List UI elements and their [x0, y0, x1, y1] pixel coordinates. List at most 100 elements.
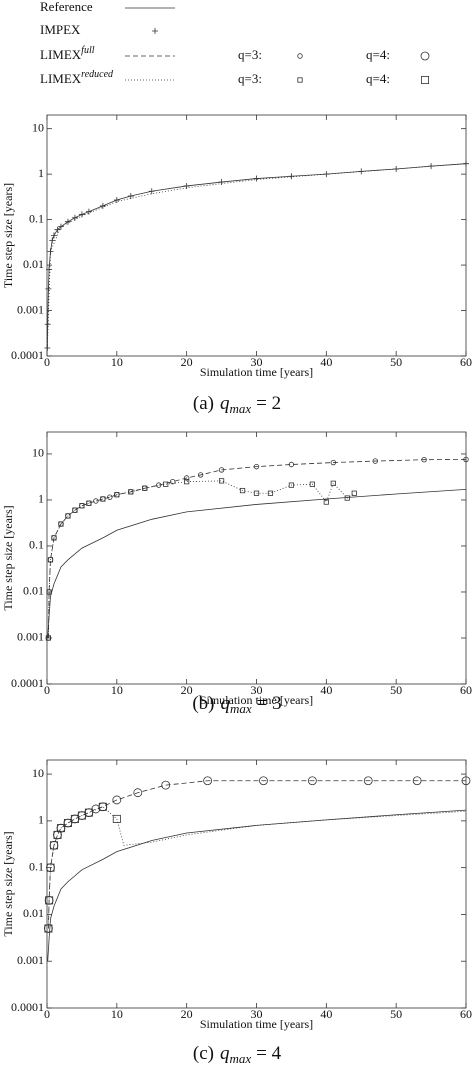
y-tick-label: 1 — [38, 492, 44, 506]
marker-square — [184, 479, 190, 485]
y-tick-label: 0.01 — [23, 906, 44, 920]
marker-square — [58, 521, 64, 527]
caption-subscript: max — [229, 1051, 251, 1066]
marker-square — [46, 589, 52, 595]
marker-circle — [93, 498, 99, 504]
marker-plus — [49, 237, 56, 244]
marker-square — [142, 485, 148, 491]
caption-symbol: q — [220, 1043, 230, 1064]
caption-relation: = 3 — [257, 693, 282, 714]
marker-circle — [112, 795, 122, 805]
x-tick-label: 60 — [460, 683, 472, 697]
marker-square — [45, 635, 51, 641]
marker-circle — [421, 457, 427, 463]
marker-circle — [420, 51, 430, 61]
caption-label: (a) — [193, 393, 214, 414]
x-tick-label: 40 — [320, 1007, 332, 1021]
marker-square — [86, 500, 92, 506]
y-tick-label: 0.01 — [23, 257, 44, 271]
marker-square — [253, 490, 260, 496]
legend-text: LIMEX — [40, 71, 82, 86]
caption-symbol: q — [220, 393, 230, 414]
marker-square — [218, 478, 225, 484]
marker-circle — [86, 500, 92, 506]
marker-square — [309, 481, 315, 487]
series-line — [116, 810, 467, 846]
marker-plus — [44, 344, 51, 351]
x-axis-label: Simulation time [years] — [200, 1017, 313, 1031]
x-tick-label: 30 — [251, 1007, 263, 1021]
series-line — [48, 480, 355, 638]
marker-square — [114, 492, 120, 498]
marker-circle — [161, 780, 171, 790]
marker-square — [49, 841, 58, 850]
caption: (a) qmax = 2 — [193, 393, 281, 416]
legend-q: q=3: — [238, 71, 262, 86]
x-axis-label: Simulation time [years] — [200, 365, 313, 379]
y-tick-label: 0.001 — [17, 302, 44, 316]
legend-q: q=3: — [238, 47, 262, 62]
marker-plus — [85, 208, 92, 215]
marker-circle — [461, 776, 471, 786]
legend-superscript: reduced — [81, 69, 114, 80]
legend-text: LIMEX — [40, 47, 82, 62]
marker-plus — [45, 285, 52, 292]
marker-circle — [169, 478, 176, 485]
marker-circle — [203, 776, 213, 786]
x-tick-label: 50 — [390, 1007, 402, 1021]
marker-square — [100, 496, 106, 502]
series-line — [46, 163, 467, 349]
series-line — [46, 163, 467, 348]
marker-plus — [148, 188, 155, 195]
plot-frame — [46, 114, 467, 357]
marker-square — [112, 814, 121, 823]
marker-circle — [107, 494, 113, 500]
y-tick-label: 0.0001 — [11, 1000, 44, 1014]
y-tick-label: 0.1 — [29, 538, 44, 552]
marker-plus — [78, 211, 85, 218]
marker-circle — [133, 788, 143, 798]
x-axis-label: Simulation time [years] — [200, 693, 313, 707]
marker-plus — [50, 232, 57, 239]
caption-subscript: max — [229, 401, 251, 416]
y-tick-label: 10 — [32, 766, 44, 780]
marker-square — [46, 863, 55, 872]
series-line — [48, 459, 467, 638]
marker-square — [128, 489, 134, 495]
x-tick-label: 40 — [320, 355, 332, 369]
marker-square — [53, 830, 62, 839]
y-tick-label: 0.001 — [17, 630, 44, 644]
y-axis-label: Time step size [years] — [1, 183, 15, 288]
caption: (b) qmax = 3 — [192, 693, 281, 716]
marker-square — [297, 77, 303, 83]
marker-square — [330, 480, 336, 486]
marker-plus — [152, 28, 158, 34]
legend-text: IMPEX — [40, 22, 81, 37]
marker-square — [44, 924, 53, 933]
marker-plus — [253, 175, 260, 182]
marker-square — [45, 896, 54, 905]
x-tick-label: 20 — [181, 1007, 193, 1021]
marker-circle — [288, 461, 295, 468]
y-tick-label: 0.1 — [29, 859, 44, 873]
caption-subscript: max — [230, 701, 252, 716]
y-tick-label: 0.0001 — [11, 348, 44, 362]
marker-circle — [412, 776, 422, 786]
marker-circle — [330, 459, 337, 466]
x-tick-label: 40 — [320, 683, 332, 697]
legend-label: LIMEXfull — [40, 45, 95, 62]
y-axis-label: Time step size [years] — [1, 831, 15, 936]
marker-square — [51, 535, 57, 541]
marker-square — [344, 495, 350, 501]
marker-square — [56, 824, 65, 833]
caption-label: (c) — [193, 1043, 214, 1064]
marker-square — [70, 814, 79, 823]
plot-frame — [46, 431, 467, 685]
marker-square — [47, 557, 54, 563]
x-tick-label: 60 — [460, 1007, 472, 1021]
y-tick-label: 10 — [32, 446, 44, 460]
marker-circle — [79, 503, 85, 509]
marker-square — [267, 490, 274, 496]
x-tick-label: 0 — [44, 355, 50, 369]
